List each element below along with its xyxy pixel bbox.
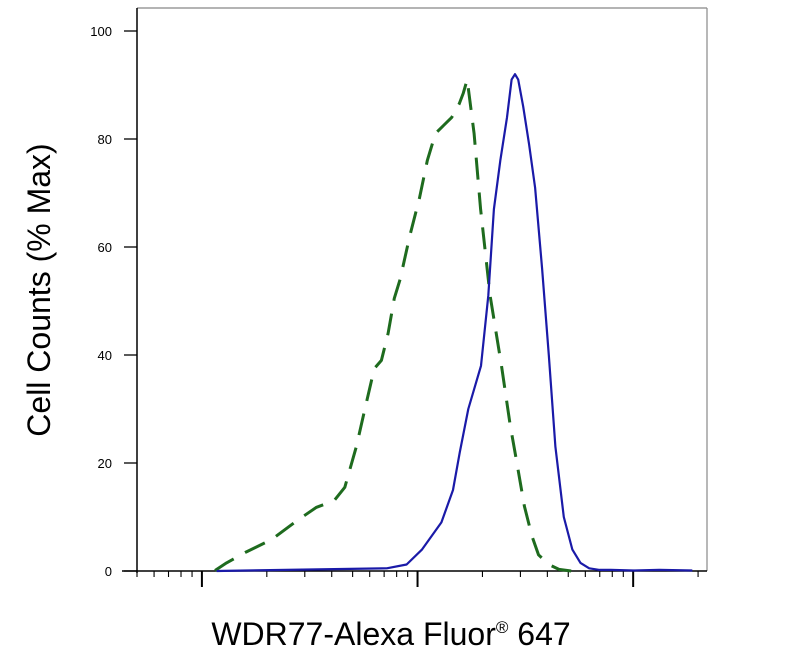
y-tick-label: 100 (90, 24, 112, 39)
y-tick-label: 0 (105, 564, 112, 579)
x-axis-title-suffix: 647 (508, 616, 570, 652)
x-axis-title-main: WDR77-Alexa Fluor (211, 616, 496, 652)
plot-frame (122, 7, 708, 573)
x-axis-ticks (136, 571, 699, 587)
series-layer (214, 73, 693, 573)
y-tick-label: 40 (98, 348, 112, 363)
y-axis-title: Cell Counts (% Max) (21, 143, 57, 436)
y-tick-label: 20 (98, 456, 112, 471)
y-tick-label: 80 (98, 132, 112, 147)
x-axis-title: WDR77-Alexa Fluor® 647 (211, 616, 570, 652)
y-tick-label: 60 (98, 240, 112, 255)
sample-solid-curve (216, 73, 693, 573)
y-axis-ticks: 0 20 40 60 80 100 (90, 24, 137, 579)
x-axis-title-registered-mark: ® (496, 618, 509, 637)
control-dashed-curve (214, 78, 572, 573)
